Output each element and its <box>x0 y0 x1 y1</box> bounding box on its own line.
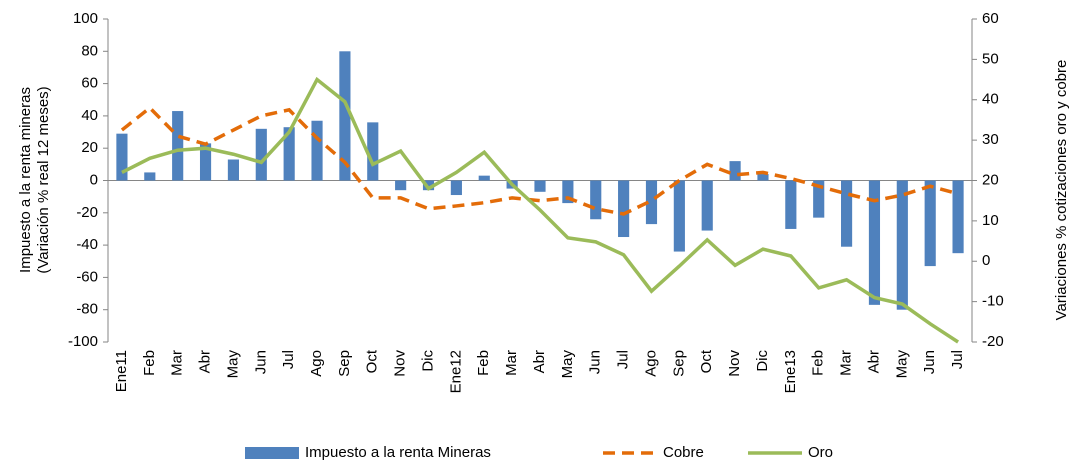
bar <box>339 51 351 181</box>
y2-tick-label: 20 <box>982 171 999 188</box>
legend-label: Cobre <box>663 444 704 461</box>
x-tick-label: Jun <box>587 350 604 374</box>
bar <box>422 180 435 191</box>
y2-tick-label: 10 <box>982 212 999 229</box>
x-tick-label: Ene13 <box>782 350 799 393</box>
x-tick-label: Mar <box>169 350 186 376</box>
y2-tick-label: -20 <box>982 333 1004 350</box>
x-tick-label: Feb <box>475 350 492 376</box>
x-tick-label: Feb <box>141 350 158 376</box>
legend-swatch <box>245 447 299 459</box>
bar <box>116 133 128 181</box>
x-tick-label: Oct <box>698 349 715 373</box>
x-tick-label: Sep <box>336 350 353 377</box>
legend-label: Oro <box>808 444 833 461</box>
y-tick-label: 20 <box>81 139 98 156</box>
y-tick-label: 40 <box>81 107 98 124</box>
bar <box>757 174 769 181</box>
bar <box>199 143 212 181</box>
bar <box>367 122 379 181</box>
x-tick-label: Dic <box>754 350 771 372</box>
y-tick-label: 80 <box>81 42 98 59</box>
y-tick-label: 60 <box>81 75 98 92</box>
x-tick-label: Ene11 <box>113 350 130 392</box>
y2-tick-label: 50 <box>982 50 999 67</box>
bar <box>813 180 825 218</box>
x-tick-label: Jun <box>252 350 269 374</box>
x-tick-label: Oct <box>364 349 381 373</box>
x-tick-label: May <box>559 350 576 379</box>
y2-tick-label: 60 <box>982 10 999 27</box>
x-tick-label: Nov <box>726 350 743 377</box>
x-tick-label: Jul <box>615 350 632 369</box>
bar <box>645 180 658 225</box>
bar <box>868 180 881 305</box>
y-tick-label: 100 <box>73 10 98 27</box>
y-axis-title: (Variación % real 12 meses) <box>35 86 52 273</box>
x-tick-label: May <box>224 350 241 379</box>
bar <box>729 161 741 181</box>
bar <box>841 180 853 247</box>
bar <box>283 127 295 181</box>
x-tick-label: Ago <box>642 350 659 377</box>
bar <box>144 172 156 181</box>
bar <box>255 128 267 181</box>
y-axis-title: Impuesto a la renta mineras <box>17 87 34 273</box>
y-tick-label: -80 <box>76 301 98 318</box>
bar <box>478 175 490 181</box>
bar <box>924 180 936 267</box>
bar <box>227 159 239 181</box>
x-tick-label: Mar <box>503 350 520 376</box>
x-tick-label: May <box>893 350 910 379</box>
line <box>121 76 960 344</box>
x-tick-label: Abr <box>865 350 882 373</box>
x-tick-label: Ene12 <box>447 350 464 393</box>
bar <box>673 180 685 252</box>
bar <box>701 180 713 231</box>
y2-tick-label: 30 <box>982 131 999 148</box>
y-tick-label: -40 <box>76 236 98 253</box>
y2-tick-label: 40 <box>982 91 999 108</box>
legend-label: Impuesto a la renta Mineras <box>305 444 491 461</box>
bar <box>172 111 184 181</box>
bar <box>534 180 546 192</box>
bar <box>395 180 407 191</box>
x-tick-label: Abr <box>531 350 548 373</box>
y2-tick-label: -10 <box>982 293 1004 310</box>
line <box>120 105 959 216</box>
x-tick-label: Abr <box>197 350 214 373</box>
bar <box>311 120 323 181</box>
bar <box>618 180 630 238</box>
bar <box>450 180 462 196</box>
x-tick-label: Jun <box>921 350 938 374</box>
y2-tick-label: 0 <box>982 252 990 269</box>
x-tick-label: Mar <box>838 350 855 376</box>
y-tick-label: -60 <box>76 268 98 285</box>
bar <box>896 180 908 310</box>
y2-axis-title: Variaciones % cotizaciones oro y cobre <box>1053 60 1070 321</box>
x-tick-label: Nov <box>392 350 409 377</box>
x-tick-label: Dic <box>419 350 436 372</box>
bar <box>952 180 964 254</box>
bar <box>785 180 797 229</box>
y-tick-label: -20 <box>76 204 98 221</box>
x-tick-label: Ago <box>308 350 325 377</box>
y-tick-label: -100 <box>68 333 98 350</box>
bar <box>562 180 574 204</box>
x-tick-label: Jul <box>280 350 297 369</box>
bar <box>590 180 602 220</box>
y-tick-label: 0 <box>90 171 98 188</box>
x-tick-label: Jul <box>949 350 966 369</box>
x-tick-label: Sep <box>670 350 687 377</box>
x-tick-label: Feb <box>810 350 827 376</box>
